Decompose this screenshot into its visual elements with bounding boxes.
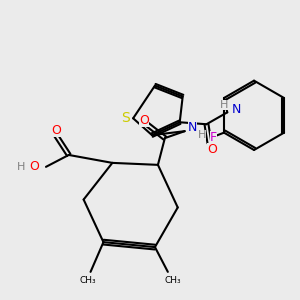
Text: H: H: [220, 100, 229, 110]
Text: CH₃: CH₃: [164, 276, 181, 285]
Text: O: O: [51, 124, 61, 137]
Text: H: H: [17, 162, 25, 172]
Text: H: H: [198, 130, 206, 140]
Text: O: O: [29, 160, 39, 173]
Text: F: F: [210, 131, 217, 144]
Text: O: O: [139, 114, 149, 127]
Text: O: O: [208, 142, 218, 155]
Text: N: N: [232, 103, 242, 116]
Text: S: S: [122, 111, 130, 125]
Text: CH₃: CH₃: [79, 276, 96, 285]
Text: N: N: [188, 121, 197, 134]
